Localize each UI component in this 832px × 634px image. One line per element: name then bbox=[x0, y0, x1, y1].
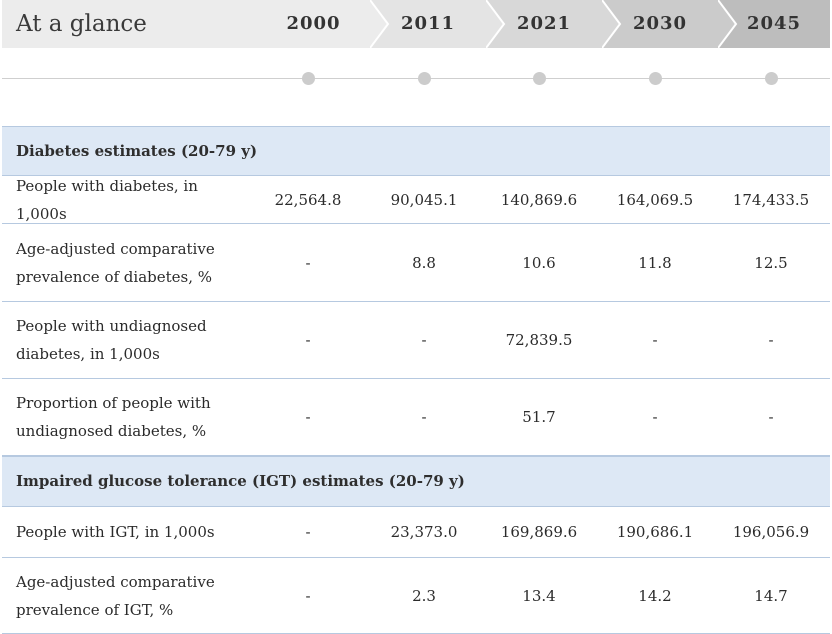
row-value: 2.3 bbox=[412, 586, 436, 605]
timeline-dot bbox=[302, 72, 315, 85]
row-value: 14.2 bbox=[638, 586, 672, 605]
row-label: Proportion of people with undiagnosed di… bbox=[16, 394, 211, 440]
row-value: - bbox=[421, 331, 427, 349]
row-value: - bbox=[421, 408, 427, 426]
row-value: 23,373.0 bbox=[390, 523, 458, 541]
timeline-dot bbox=[649, 72, 662, 85]
page-title: At a glance bbox=[2, 0, 257, 48]
row-value: 169,869.6 bbox=[500, 523, 578, 541]
row-value: - bbox=[305, 331, 311, 349]
year-chevron-shape bbox=[257, 0, 370, 48]
glance-header: At a glance 2000 2011 2021 2030 2045 bbox=[0, 0, 832, 48]
section-header: Impaired glucose tolerance (IGT) estimat… bbox=[2, 456, 830, 507]
timeline-dot bbox=[533, 72, 546, 85]
row-value: 72,839.5 bbox=[505, 331, 573, 349]
year-column-2030: 2030 bbox=[602, 0, 718, 48]
row-value: - bbox=[652, 331, 658, 349]
row-value: 12.5 bbox=[754, 253, 788, 272]
year-label: 2045 bbox=[746, 13, 802, 34]
row-value: 140,869.6 bbox=[500, 190, 578, 209]
timeline-line bbox=[2, 78, 830, 79]
year-label: 2000 bbox=[286, 13, 341, 34]
table-row: People with undiagnosed diabetes, in 1,0… bbox=[2, 302, 830, 379]
row-value: 51.7 bbox=[522, 408, 556, 426]
year-column-2000: 2000 bbox=[257, 0, 370, 48]
table-row: People with IGT, in 1,000s - 23,373.0 169,8… bbox=[2, 507, 830, 558]
timeline-dot bbox=[765, 72, 778, 85]
row-value: - bbox=[305, 586, 311, 605]
row-value: 22,564.8 bbox=[274, 190, 342, 209]
timeline-dot bbox=[418, 72, 431, 85]
row-value: 13.4 bbox=[522, 586, 556, 605]
year-chevron-shape bbox=[486, 0, 602, 48]
row-value: 90,045.1 bbox=[390, 190, 458, 209]
row-value: 174,433.5 bbox=[732, 190, 810, 209]
year-chevron-shape bbox=[370, 0, 486, 48]
year-chevron-shape bbox=[602, 0, 718, 48]
row-label: People with undiagnosed diabetes, in 1,0… bbox=[16, 317, 207, 363]
table-row: People with diabetes, in 1,000s 22,564.8 9… bbox=[2, 176, 830, 224]
row-value: 11.8 bbox=[638, 253, 672, 272]
table-row: Age-adjusted comparative prevalence of I… bbox=[2, 558, 830, 634]
row-value: - bbox=[305, 253, 311, 272]
year-label: 2011 bbox=[400, 13, 456, 34]
year-label: 2021 bbox=[516, 13, 572, 34]
row-value: 10.6 bbox=[522, 253, 556, 272]
year-column-2021: 2021 bbox=[486, 0, 602, 48]
row-label: Age-adjusted comparative prevalence of I… bbox=[16, 572, 215, 619]
year-column-2045: 2045 bbox=[718, 0, 830, 48]
row-label: People with diabetes, in 1,000s bbox=[16, 176, 198, 223]
row-value: - bbox=[768, 331, 774, 349]
year-label: 2030 bbox=[632, 13, 688, 34]
row-label: Age-adjusted comparative prevalence of d… bbox=[16, 239, 215, 286]
row-value: - bbox=[652, 408, 658, 426]
row-value: - bbox=[305, 523, 311, 541]
row-label: People with IGT, in 1,000s bbox=[16, 523, 215, 541]
row-value: 164,069.5 bbox=[616, 190, 694, 209]
row-value: 8.8 bbox=[412, 253, 436, 272]
row-value: 196,056.9 bbox=[732, 523, 810, 541]
row-value: - bbox=[768, 408, 774, 426]
row-value: 14.7 bbox=[754, 586, 788, 605]
section-header: Diabetes estimates (20-79 y) bbox=[2, 126, 830, 176]
row-value: - bbox=[305, 408, 311, 426]
table-row: Age-adjusted comparative prevalence of d… bbox=[2, 224, 830, 302]
row-value: 190,686.1 bbox=[616, 523, 694, 541]
year-chevron-shape bbox=[718, 0, 830, 48]
year-column-2011: 2011 bbox=[370, 0, 486, 48]
table-row: Proportion of people with undiagnosed di… bbox=[2, 379, 830, 456]
